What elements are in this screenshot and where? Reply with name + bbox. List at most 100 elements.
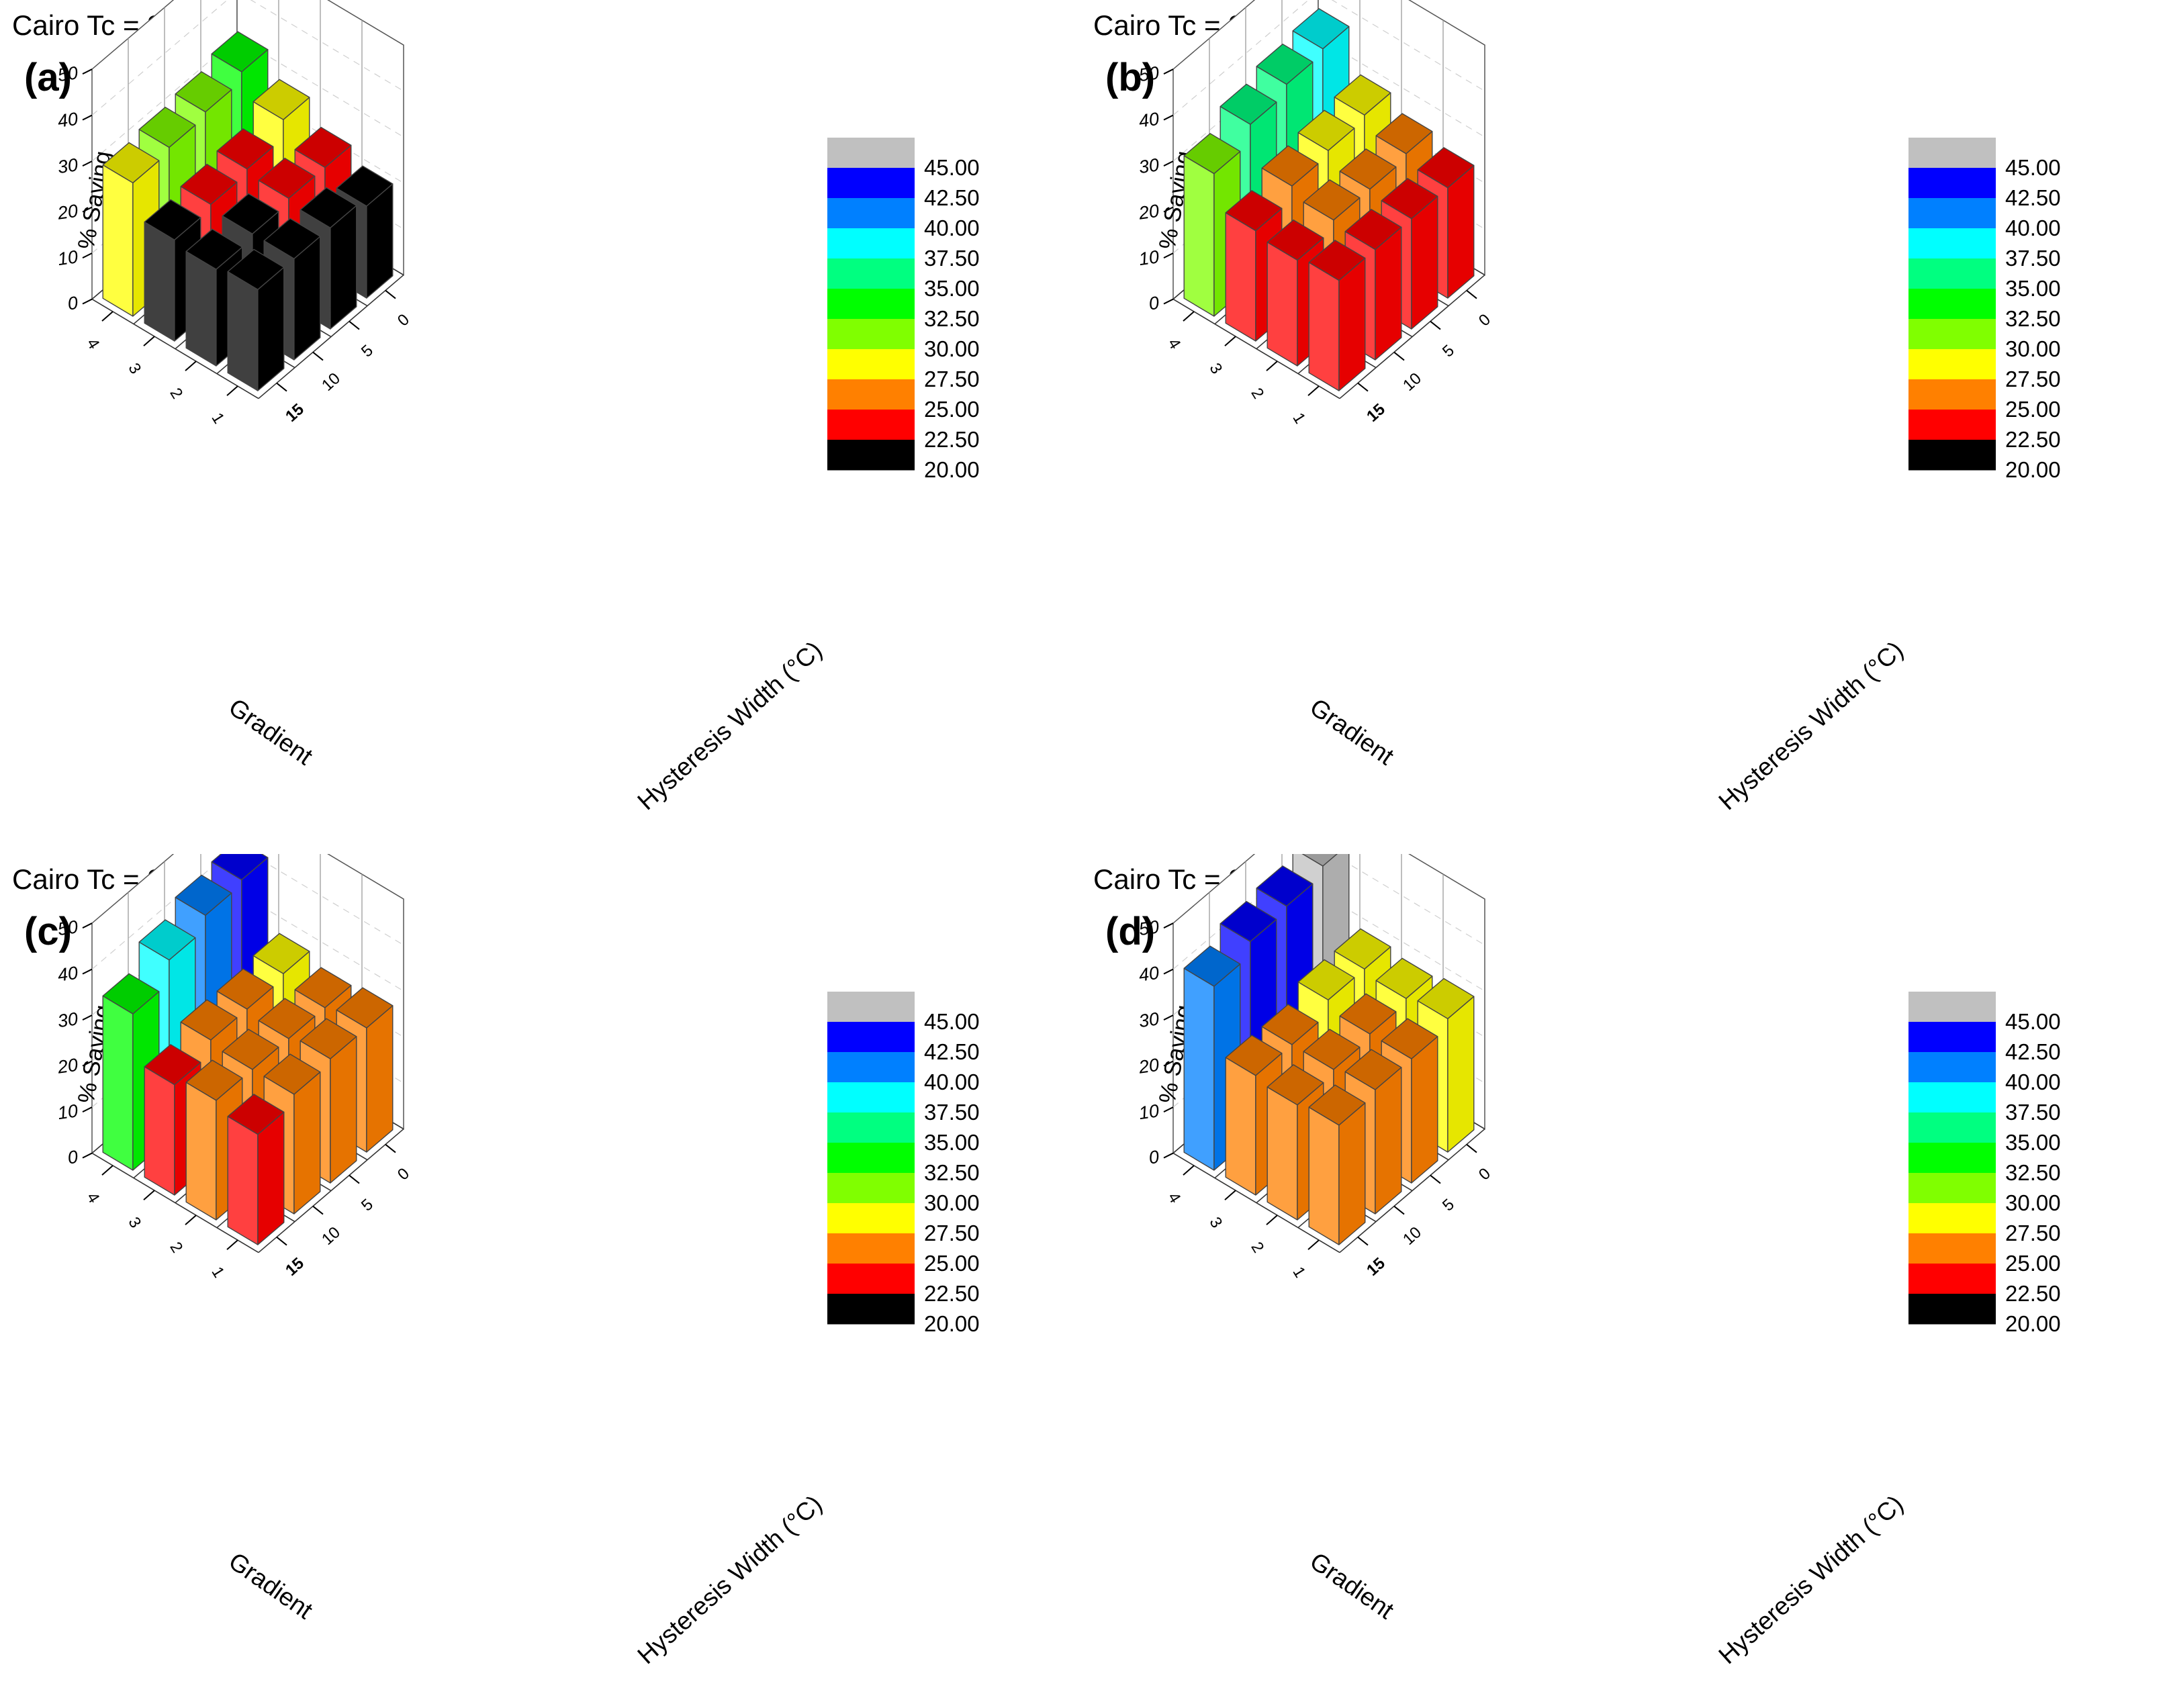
z-tick <box>82 968 93 975</box>
bar-face-top <box>294 126 352 169</box>
bars-group <box>102 854 394 1245</box>
bar-face-top <box>252 933 310 974</box>
chart-panel-a: Cairo Tc = 35 °C (a) 0 10 20 30 40 50% Saving… <box>0 0 1081 854</box>
legend-swatch <box>1908 258 1996 289</box>
gradient-tick <box>226 1239 238 1250</box>
gradient-tick <box>226 385 238 396</box>
legend-swatch <box>827 258 915 289</box>
gradient-tick-label: 1 <box>208 1264 228 1281</box>
chart-panel-b: Cairo Tc = 30 °C (b) 0 10 20 30 40 50% Saving… <box>1081 0 2162 854</box>
bar-face-top <box>1339 148 1397 190</box>
gradient-tick <box>101 1165 113 1176</box>
legend-swatch <box>1908 1203 1996 1234</box>
bar-face-left <box>1267 1086 1298 1221</box>
bar-face-left <box>144 1066 175 1196</box>
bar-face-top <box>227 1094 285 1135</box>
bar-face-left <box>1308 1106 1340 1245</box>
gradient-tick <box>1266 361 1278 371</box>
bar-face-top <box>185 228 243 270</box>
legend-label: 32.50 <box>2005 306 2061 331</box>
bar-face-left <box>1308 262 1340 391</box>
legend-swatch <box>827 1233 915 1264</box>
gradient-axis-label: Gradient <box>1305 693 1399 770</box>
hysteresis-tick-label: 0 <box>394 310 413 330</box>
legend-swatch <box>827 1264 915 1294</box>
bar-face-top <box>216 968 274 1010</box>
z-tick-label: 30 <box>56 154 79 177</box>
z-tick-label: 0 <box>1148 293 1160 314</box>
gradient-axis-label: Gradient <box>1305 1547 1399 1624</box>
bar-face-top <box>1292 8 1350 50</box>
gradient-tick-label: 1 <box>1289 1264 1309 1281</box>
hysteresis-tick-label: 5 <box>358 341 377 361</box>
bar-face-top <box>300 187 357 228</box>
bar-face-right <box>1375 1067 1402 1215</box>
bar-face-top <box>216 128 274 170</box>
legend-label: 30.00 <box>2005 336 2061 361</box>
legend-swatch <box>1908 1052 1996 1083</box>
legend-swatch <box>827 138 915 169</box>
gradient-tick-label: 4 <box>83 1189 103 1206</box>
z-gridline <box>91 37 404 162</box>
gradient-tick <box>143 336 155 346</box>
bar-face-right <box>1338 1102 1366 1245</box>
legend-swatch <box>1908 1022 1996 1053</box>
legend-label: 35.00 <box>924 1130 980 1155</box>
hysteresis-tick <box>1430 1174 1441 1184</box>
bar-face-top <box>258 998 316 1039</box>
chart-panel-d: Cairo Tc = 20 °C (d) 0 10 20 30 40 50% Saving… <box>1081 854 2162 1708</box>
gradient-tick <box>1183 1165 1195 1176</box>
bar-face-top <box>1225 190 1283 232</box>
panel-label: (c) <box>24 910 72 953</box>
bar-face-right <box>1411 1036 1438 1184</box>
legend-label: 45.00 <box>924 155 980 180</box>
z-tick-label: 30 <box>56 1008 79 1031</box>
legend-label: 22.50 <box>2005 1281 2061 1306</box>
legend-swatch <box>827 1052 915 1083</box>
hysteresis-tick <box>1393 1205 1405 1215</box>
gradient-tick <box>185 361 197 371</box>
hysteresis-axis-label: Hysteresis Width (°C) <box>1713 1490 1908 1669</box>
gradient-tick <box>1266 1215 1278 1225</box>
legend-label: 27.50 <box>2005 1221 2061 1245</box>
bar-face-top <box>1303 1029 1361 1070</box>
legend-swatch <box>827 440 915 471</box>
legend-swatch <box>1908 228 1996 259</box>
legend-swatch <box>1908 992 1996 1023</box>
bar-face-top <box>180 163 238 205</box>
z-tick-label: 50 <box>1138 916 1160 939</box>
legend-label: 32.50 <box>924 306 980 331</box>
legend-label: 25.00 <box>2005 1251 2061 1276</box>
gradient-tick-label: 4 <box>1164 335 1184 352</box>
legend-label: 22.50 <box>924 1281 980 1306</box>
legend-swatch <box>1908 1143 1996 1174</box>
legend-swatch <box>827 289 915 320</box>
legend-swatch <box>827 1294 915 1325</box>
bar-face-top <box>211 31 269 73</box>
gradient-tick <box>1224 1190 1236 1200</box>
z-tick <box>82 1152 93 1159</box>
bars-group <box>1183 854 1475 1245</box>
gradient-tick <box>101 311 113 322</box>
legend-swatch <box>1908 410 1996 440</box>
legend-label: 27.50 <box>2005 367 2061 391</box>
legend-swatch <box>827 198 915 229</box>
legend-swatch <box>1908 289 1996 320</box>
bar-face-left <box>144 221 175 342</box>
legend-label: 40.00 <box>2005 1070 2061 1094</box>
z-tick <box>82 1060 93 1067</box>
bar-face-right <box>1338 257 1366 391</box>
legend-swatch <box>1908 138 1996 169</box>
z-tick-label: 50 <box>1138 62 1160 85</box>
z-tick-label: 40 <box>1138 963 1160 986</box>
bar <box>1308 240 1366 391</box>
hysteresis-tick-label: 15 <box>282 1254 308 1280</box>
gradient-tick-label: 3 <box>124 360 144 377</box>
legend-label: 40.00 <box>2005 216 2061 240</box>
hysteresis-tick-label: 0 <box>394 1164 413 1184</box>
z-tick <box>82 922 93 929</box>
bar-face-top <box>102 142 160 183</box>
gradient-tick <box>185 1215 197 1225</box>
bar-face-right <box>1447 996 1475 1153</box>
legend-label: 30.00 <box>924 1190 980 1215</box>
